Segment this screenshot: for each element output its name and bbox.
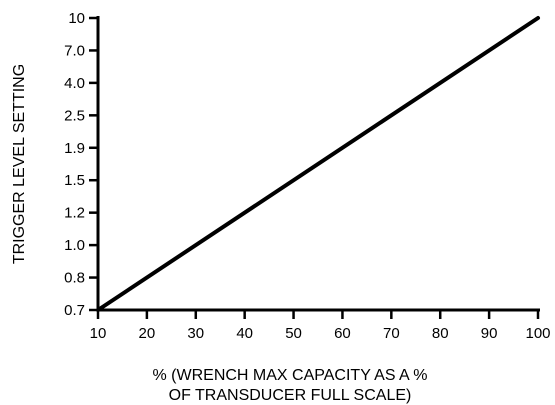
y-tick-label: 1.2 [64, 205, 85, 222]
series-line [96, 16, 540, 312]
y-tick-label: 10 [68, 10, 85, 27]
x-tick-label: 10 [90, 325, 107, 342]
x-tick-label: 50 [285, 325, 302, 342]
y-tick-label: 4.0 [64, 75, 85, 92]
y-tick-label: 1.9 [64, 140, 85, 157]
x-tick-label: 80 [432, 325, 449, 342]
x-axis-title-line-2: OF TRANSDUCER FULL SCALE) [169, 387, 412, 404]
x-tick-label: 30 [187, 325, 204, 342]
x-tick-label: 90 [481, 325, 498, 342]
x-tick-label: 100 [525, 325, 550, 342]
y-tick-label: 1.0 [64, 237, 85, 254]
x-tick-label: 20 [139, 325, 156, 342]
y-tick-label: 7.0 [64, 42, 85, 59]
y-tick-label: 0.8 [64, 270, 85, 287]
x-axis-ticks: 10 20 30 40 50 60 70 80 90 100 [90, 310, 551, 342]
x-tick-label: 60 [334, 325, 351, 342]
y-tick-label: 0.7 [64, 302, 85, 319]
x-tick-label: 40 [236, 325, 253, 342]
y-axis-title: TRIGGER LEVEL SETTING [11, 64, 28, 264]
y-tick-label: 2.5 [64, 107, 85, 124]
x-axis-title-line-1: % (WRENCH MAX CAPACITY AS A % [152, 367, 427, 384]
series-group [96, 16, 540, 312]
y-axis-ticks: 0.7 0.8 1.0 1.2 1.5 1.9 2.5 4.0 7.0 10 [64, 10, 98, 319]
x-tick-label: 70 [383, 325, 400, 342]
y-tick-label: 1.5 [64, 172, 85, 189]
